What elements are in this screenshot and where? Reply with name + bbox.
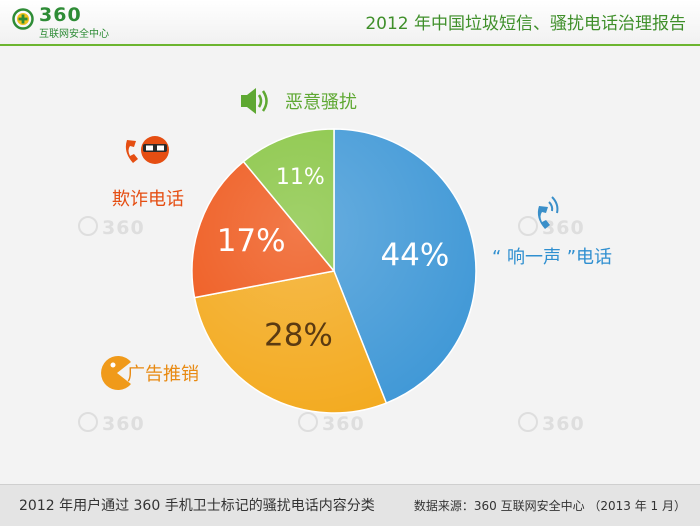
watermark: 360 xyxy=(518,412,585,435)
speaker-icon xyxy=(241,88,268,114)
chart-caption: 2012 年用户通过 360 手机卫士标记的骚扰电话内容分类 xyxy=(19,498,375,514)
slice-category-label: 恶意骚扰 xyxy=(285,92,357,113)
logo-number: 360 xyxy=(39,4,82,26)
footer-bar: 2012 年用户通过 360 手机卫士标记的骚扰电话内容分类 数据来源：360 … xyxy=(0,484,700,526)
slice-value-label: 28% xyxy=(264,318,333,354)
slice-category-label: 广告推销 xyxy=(127,364,199,385)
phone-masked-person-icon xyxy=(125,136,169,164)
ringing-phone-icon xyxy=(537,196,559,229)
data-source: 数据来源：360 互联网安全中心 （2013 年 1 月） xyxy=(413,499,686,513)
slice-category-label: “ 响一声 ”电话 xyxy=(492,247,612,268)
report-title: 2012 年中国垃圾短信、骚扰电话治理报告 xyxy=(365,14,686,34)
watermark: 360 xyxy=(518,216,585,239)
watermark: 360 xyxy=(298,412,365,435)
watermark: 360 xyxy=(78,216,145,239)
value-labels: 44% 28% 17% 11% xyxy=(217,165,450,354)
slice-value-label: 11% xyxy=(276,165,325,190)
watermark: 360 xyxy=(78,412,145,435)
logo-plus-icon xyxy=(12,8,34,30)
report-header: 360 互联网安全中心 2012 年中国垃圾短信、骚扰电话治理报告 xyxy=(0,0,700,46)
pacman-icon xyxy=(101,356,131,390)
slice-category-label: 欺诈电话 xyxy=(112,189,184,210)
pie-highlight xyxy=(192,129,476,413)
slice-value-label: 44% xyxy=(380,238,449,274)
slice-value-label: 17% xyxy=(217,223,286,259)
logo-subtitle: 互联网安全中心 xyxy=(39,29,109,40)
